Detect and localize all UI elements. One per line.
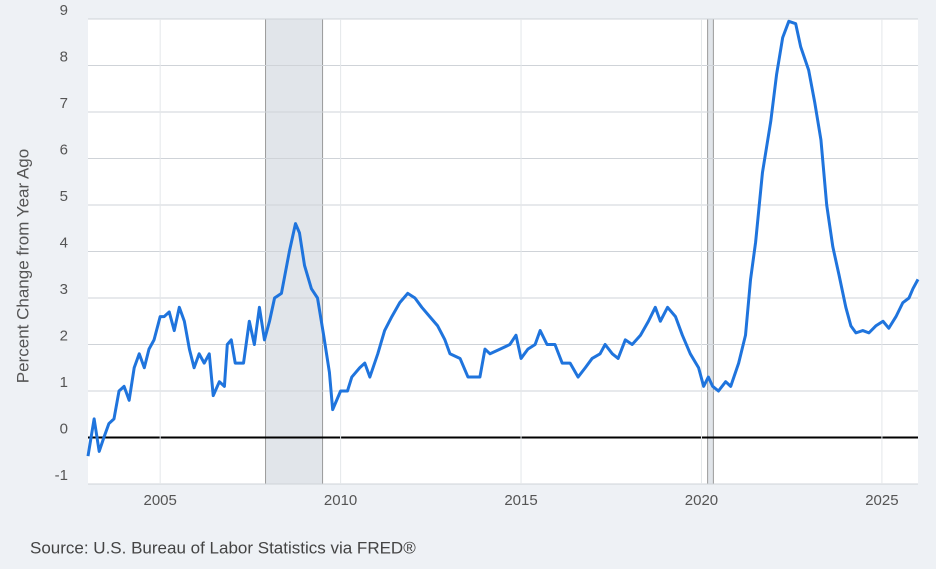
lines — [86, 19, 920, 457]
y-tick-label: 0 — [60, 420, 68, 437]
y-tick-label: 5 — [60, 188, 68, 205]
x-tick-label: 2005 — [143, 492, 176, 509]
labels: -1 0 1 2 3 4 5 6 7 8 9 2005 2010 2015 2020 2025 — [55, 2, 899, 509]
y-tick-label: 7 — [60, 95, 68, 112]
x-tick-label: 2010 — [324, 492, 357, 509]
source: Source: U.S. Bureau of Labor Statistics … — [30, 538, 416, 557]
y-tick-label: 3 — [60, 281, 68, 298]
x-tick-label: 2015 — [504, 492, 537, 509]
y-axis-label: Percent Change from Year Ago — [13, 149, 32, 383]
x-tick-label: 2025 — [865, 492, 898, 509]
x-tick-label: 2020 — [685, 492, 718, 509]
y-tick-label: 8 — [60, 48, 68, 65]
data-line — [86, 19, 920, 457]
y-tick-label: 2 — [60, 327, 68, 344]
y-tick-label: 6 — [60, 141, 68, 158]
y-tick-label: -1 — [55, 467, 68, 484]
grid — [88, 18, 918, 485]
y-tick-label: 9 — [60, 2, 68, 19]
y-tick-label: 1 — [60, 374, 68, 391]
y-tick-label: 4 — [60, 234, 68, 251]
